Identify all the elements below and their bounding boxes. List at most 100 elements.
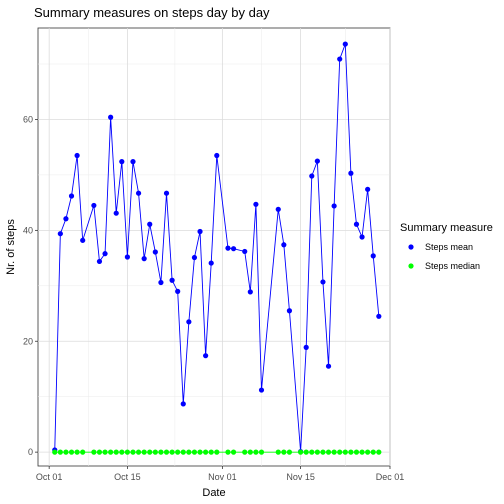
- data-point-steps-mean: [359, 234, 365, 240]
- data-point-steps-median: [180, 449, 186, 455]
- data-point-steps-median: [281, 449, 287, 455]
- data-point-steps-mean: [348, 170, 354, 176]
- data-point-steps-mean: [113, 210, 119, 216]
- legend-label-steps-mean: Steps mean: [425, 242, 473, 252]
- data-point-steps-mean: [57, 231, 63, 237]
- data-point-steps-median: [158, 449, 164, 455]
- data-point-steps-median: [74, 449, 80, 455]
- data-point-steps-mean: [203, 353, 209, 359]
- data-point-steps-median: [303, 449, 309, 455]
- data-point-steps-mean: [74, 152, 80, 159]
- data-point-steps-median: [359, 449, 365, 455]
- plot-panel-border: [37, 27, 391, 467]
- data-point-steps-median: [348, 449, 354, 455]
- data-point-steps-median: [124, 449, 130, 455]
- y-axis-title: Nr. of steps: [5, 219, 17, 275]
- data-point-steps-median: [342, 449, 348, 455]
- data-point-steps-mean: [376, 313, 382, 319]
- data-point-steps-median: [298, 449, 304, 455]
- data-point-steps-mean: [158, 279, 164, 286]
- data-point-steps-median: [163, 449, 170, 455]
- legend-key-steps-median: [408, 263, 414, 269]
- data-point-steps-median: [309, 449, 315, 455]
- data-point-steps-mean: [247, 289, 253, 295]
- data-point-steps-mean: [80, 237, 86, 243]
- y-axis: 0 20 40 60: [23, 114, 38, 457]
- data-point-steps-mean: [286, 308, 293, 314]
- y-tick-label: 40: [23, 225, 33, 235]
- data-point-steps-median: [52, 449, 58, 455]
- legend-title: Summary measure: [400, 222, 493, 234]
- x-axis: Oct 01 Oct 15 Nov 01 Nov 15 Dec 01: [36, 466, 404, 482]
- data-point-steps-mean: [197, 228, 203, 235]
- data-point-steps-median: [365, 449, 371, 455]
- data-point-steps-mean: [130, 159, 136, 165]
- series-points: [52, 41, 382, 455]
- data-point-steps-median: [331, 449, 337, 455]
- data-point-steps-mean: [342, 41, 348, 47]
- y-tick-label: 20: [23, 336, 33, 346]
- data-point-steps-mean: [225, 245, 231, 251]
- data-point-steps-median: [119, 449, 125, 455]
- data-point-steps-mean: [253, 201, 259, 207]
- data-point-steps-median: [376, 449, 382, 455]
- data-point-steps-median: [91, 449, 97, 455]
- data-point-steps-mean: [141, 256, 147, 262]
- data-point-steps-median: [325, 449, 332, 455]
- data-point-steps-median: [242, 449, 248, 455]
- data-point-steps-mean: [309, 173, 315, 179]
- data-point-steps-mean: [96, 258, 103, 265]
- data-point-steps-mean: [242, 248, 248, 255]
- data-point-steps-median: [68, 449, 75, 455]
- data-point-steps-mean: [163, 190, 170, 196]
- data-point-steps-median: [96, 449, 103, 455]
- data-point-steps-mean: [169, 277, 175, 283]
- data-point-steps-mean: [63, 216, 69, 222]
- data-point-steps-median: [337, 449, 343, 455]
- x-tick-label: Oct 01: [36, 472, 63, 482]
- plot-panel: [37, 27, 391, 467]
- data-point-steps-median: [175, 449, 181, 455]
- data-point-steps-mean: [124, 254, 130, 260]
- data-point-steps-median: [108, 449, 114, 455]
- data-point-steps-mean: [281, 242, 287, 248]
- data-point-steps-mean: [337, 56, 343, 62]
- x-tick-label: Nov 01: [208, 472, 237, 482]
- data-point-steps-mean: [102, 251, 108, 257]
- data-point-steps-mean: [370, 253, 376, 259]
- data-point-steps-median: [191, 449, 198, 455]
- y-tick-label: 0: [28, 447, 33, 457]
- data-point-steps-median: [225, 449, 231, 455]
- y-tick-label: 60: [23, 114, 33, 124]
- data-point-steps-median: [113, 449, 119, 455]
- data-point-steps-mean: [353, 221, 360, 227]
- data-point-steps-median: [135, 449, 142, 455]
- data-point-steps-mean: [186, 319, 192, 325]
- data-point-steps-mean: [365, 186, 371, 192]
- data-point-steps-median: [230, 449, 237, 455]
- legend-items: Steps mean Steps median: [408, 242, 480, 271]
- data-point-steps-median: [370, 449, 376, 455]
- data-point-steps-mean: [119, 159, 125, 165]
- data-point-steps-mean: [331, 203, 337, 209]
- data-point-steps-median: [197, 449, 203, 455]
- data-point-steps-median: [130, 449, 136, 455]
- data-point-steps-median: [203, 449, 209, 455]
- data-point-steps-median: [208, 449, 214, 455]
- data-point-steps-median: [63, 449, 69, 455]
- data-point-steps-median: [169, 449, 175, 455]
- grid-minor: [38, 28, 390, 466]
- data-point-steps-mean: [175, 288, 181, 294]
- data-point-steps-mean: [180, 401, 186, 407]
- x-tick-label: Oct 15: [114, 472, 141, 482]
- legend-key-steps-mean: [408, 244, 414, 250]
- data-point-steps-median: [141, 449, 147, 455]
- data-point-steps-median: [286, 449, 293, 455]
- chart-title: Summary measures on steps day by day: [34, 5, 270, 20]
- data-point-steps-mean: [208, 260, 214, 266]
- data-point-steps-median: [152, 449, 158, 455]
- data-point-steps-median: [253, 449, 259, 455]
- data-point-steps-median: [275, 449, 281, 455]
- data-point-steps-mean: [314, 158, 320, 164]
